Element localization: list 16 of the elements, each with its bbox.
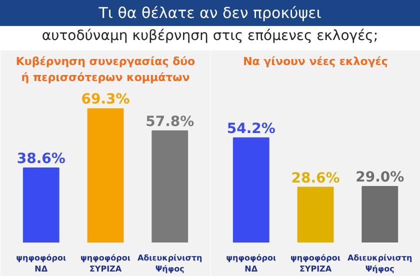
data-label: 69.3% (81, 92, 130, 108)
chart-subtitle: αυτοδύναμη κυβέρνηση στις επόμενες εκλογές; (42, 27, 378, 46)
data-label: 57.8% (146, 114, 194, 130)
x-tick-label: ψηφοφόροι ΣΥΡΙΖΑ (80, 254, 130, 274)
x-axis-title: Να γίνουν νέες εκλογές (243, 55, 388, 68)
data-label: 29.0% (356, 170, 404, 186)
chart-title: Τι θα θέλατε αν δεν προκύψει (98, 3, 322, 24)
x-tick-label: ψηφοφόροι ΝΔ (226, 254, 276, 274)
data-label: 28.6% (291, 170, 340, 186)
x-tick-label: Αδιευκρίνιστη Ψήφος (347, 254, 413, 274)
x-axis-title: Κυβέρνηση συνεργασίας δύο ή περισσότερων κομμάτων (16, 55, 196, 84)
x-tick-label: ψηφοφόροι ΝΔ (16, 254, 66, 274)
data-label: 38.6% (16, 150, 66, 167)
x-tick-label: Αδιευκρίνιστη Ψήφος (137, 254, 203, 274)
x-tick-label: ψηφοφόροι ΣΥΡΙΖΑ (290, 254, 340, 274)
data-label: 54.2% (226, 120, 276, 137)
